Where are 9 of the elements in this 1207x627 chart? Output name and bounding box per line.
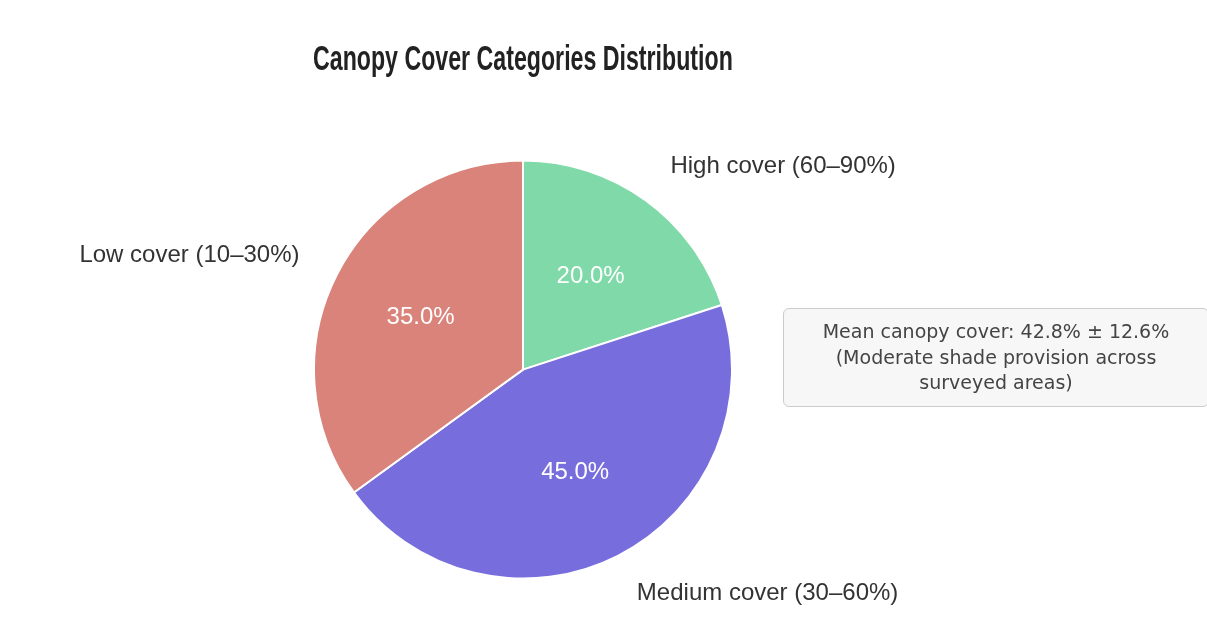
data-label: 20.0% (556, 261, 625, 289)
text: (Moderate shade provision across surveyed areas) (834, 344, 1158, 396)
text: Mean canopy cover: 42.8% ± 12.6% (821, 319, 1171, 344)
slice-label: High cover (60–90%) (670, 151, 896, 179)
data-label: 45.0% (541, 456, 610, 484)
data-label: 35.0% (386, 302, 455, 330)
slice-label: Medium cover (30–60%) (636, 577, 899, 605)
chart-title: Canopy Cover Categories Distribution (313, 37, 733, 77)
slice-label: Low cover (10–30%) (79, 240, 300, 268)
